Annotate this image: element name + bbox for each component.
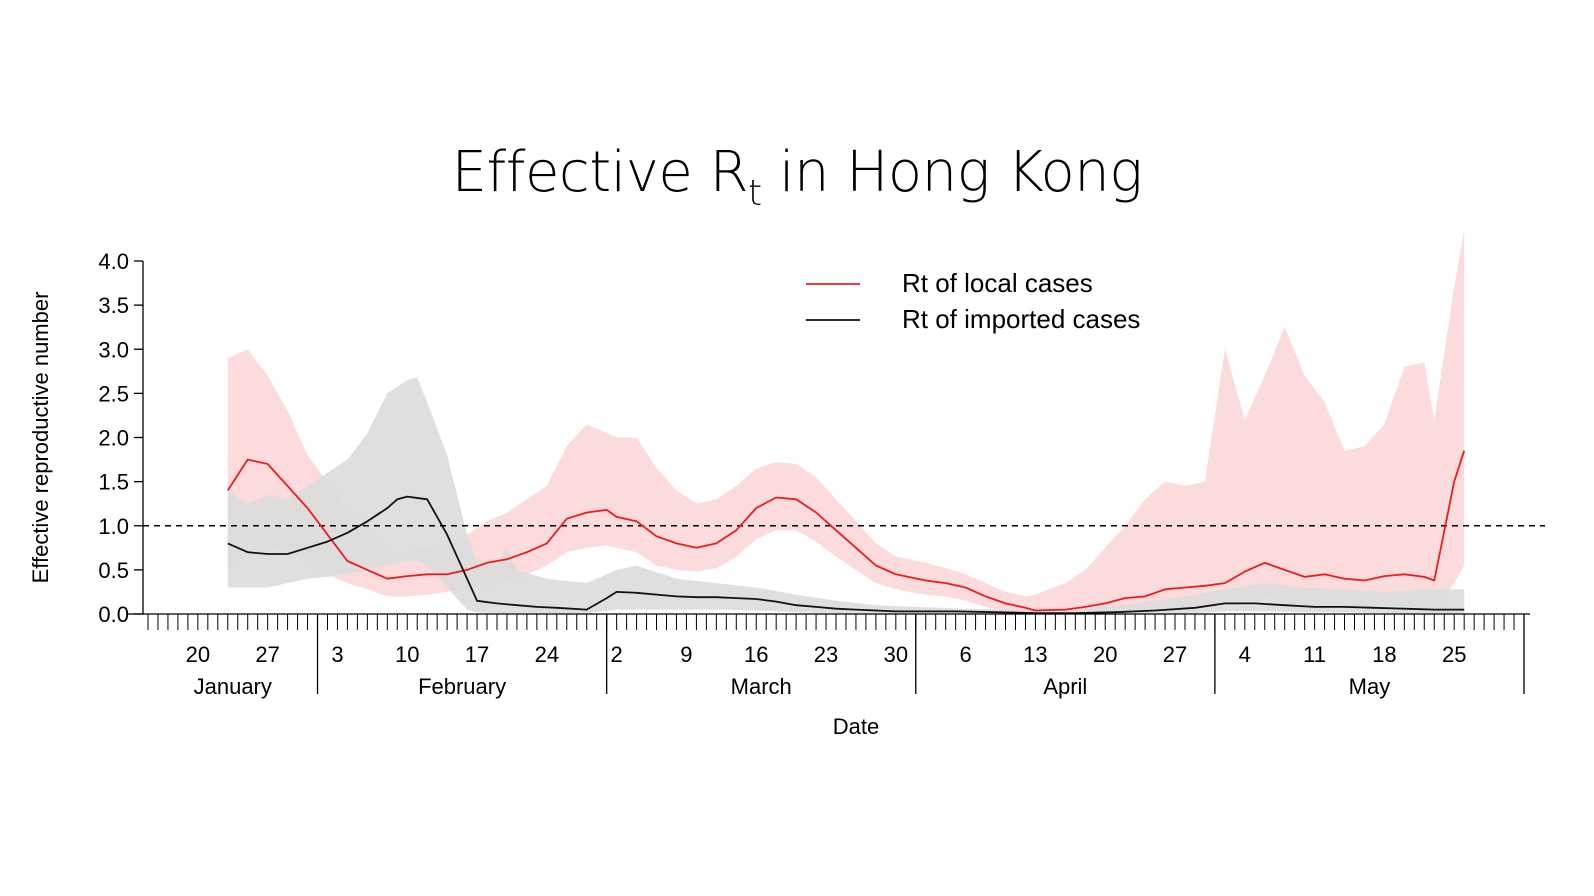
y-tick-label: 0.0 [98,602,129,627]
legend-label-local: Rt of local cases [902,268,1093,298]
x-tick-label: 30 [884,642,908,667]
x-tick-label: 27 [255,642,279,667]
y-tick-label: 1.0 [98,514,129,539]
series-lines [227,450,1466,614]
x-tick-label: 18 [1372,642,1396,667]
y-axis: 0.0 0.5 1.0 1.5 2.0 2.5 3.0 3.5 4.0 [98,249,144,627]
x-axis: 20 27 3 10 17 24 2 9 16 23 30 6 13 20 27 4 11 18 25 January… [128,613,1530,699]
x-tick-label: 2 [611,642,623,667]
y-tick-label: 2.0 [98,426,129,451]
y-axis-label: Effective reproductive number [28,292,53,584]
x-tick-label: 23 [814,642,838,667]
x-tick-label: 4 [1239,642,1251,667]
line-imported [227,495,1465,614]
x-tick-label: 3 [331,642,343,667]
confidence-bands [227,230,1465,614]
x-tick-label: 17 [465,642,489,667]
x-tick-label: 27 [1163,642,1187,667]
band-imported [227,377,1465,614]
x-tick-label: 6 [959,642,971,667]
x-tick-label: 9 [680,642,692,667]
x-tick-label: 20 [186,642,210,667]
x-tick-label: 10 [395,642,419,667]
legend: Rt of local cases Rt of imported cases [806,268,1140,334]
month-label: April [1043,674,1087,699]
month-label: February [418,674,506,699]
x-tick-label: 20 [1093,642,1117,667]
x-tick-label: 25 [1442,642,1466,667]
x-tick-label: 16 [744,642,768,667]
x-tick-label: 11 [1303,642,1326,667]
chart-title: Effective Rt in Hong Kong [451,140,1143,214]
y-tick-label: 1.5 [98,470,129,495]
x-axis-label: Date [833,714,879,739]
line-local [227,450,1466,612]
month-label: March [731,674,792,699]
y-tick-label: 3.0 [98,337,129,362]
y-tick-label: 2.5 [98,381,129,406]
x-tick-label: 13 [1023,642,1047,667]
y-tick-label: 3.5 [98,293,129,318]
month-label: May [1349,674,1391,699]
y-tick-label: 4.0 [98,249,129,274]
band-local [227,230,1465,614]
y-tick-label: 0.5 [98,558,129,583]
legend-label-imported: Rt of imported cases [902,304,1140,334]
x-tick-label: 24 [535,642,559,667]
month-label: January [194,674,272,699]
chart-title-subscript: t [748,173,762,214]
